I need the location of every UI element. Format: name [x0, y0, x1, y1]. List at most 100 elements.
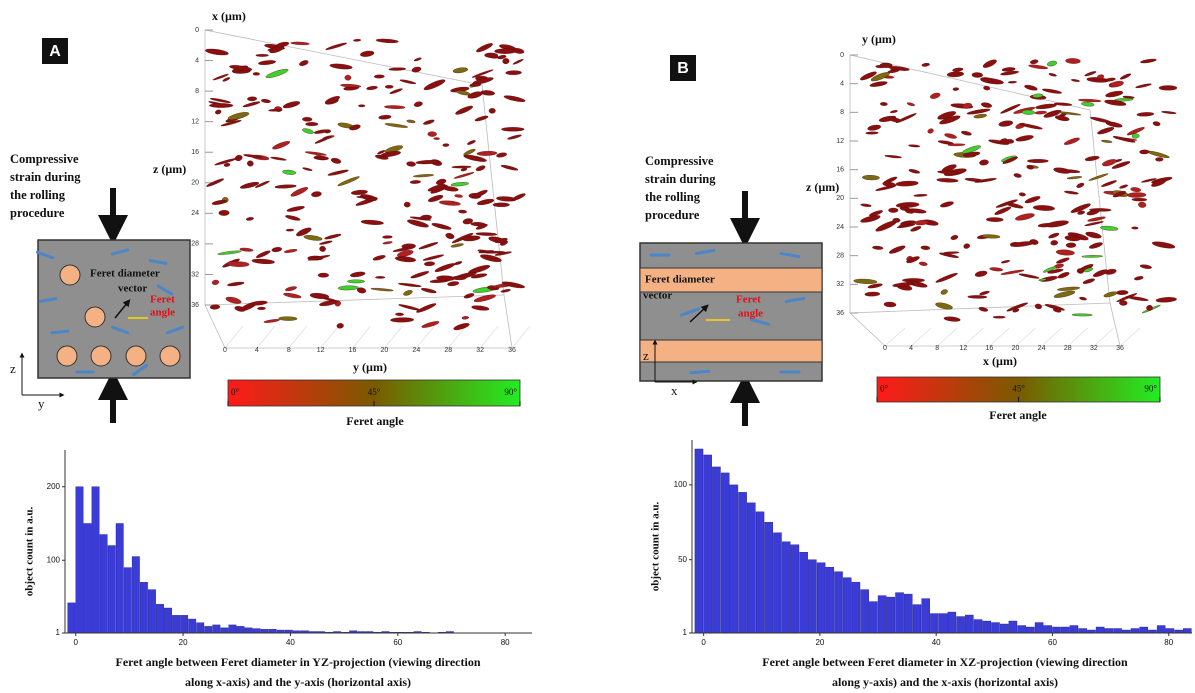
particle-3d [337, 176, 360, 187]
view-grid [288, 325, 308, 349]
particle-3d [469, 83, 482, 87]
particle-3d [943, 316, 961, 322]
view-grid [479, 325, 499, 349]
bar [131, 556, 140, 634]
particle-3d [986, 217, 1004, 222]
particle-3d [218, 210, 230, 216]
particle [694, 248, 716, 256]
particle-3d [944, 133, 957, 139]
diameter-label: vector [643, 290, 672, 302]
bar [1060, 626, 1070, 634]
particle-3d [427, 195, 444, 202]
particle-3d [988, 139, 1010, 145]
view-grid [884, 327, 906, 347]
particle-3d [895, 180, 919, 187]
particle-3d [867, 124, 881, 131]
particle-3d [927, 128, 934, 134]
particle-3d [375, 38, 399, 44]
particle-3d [1087, 216, 1106, 222]
angle-label: Feret [150, 294, 175, 306]
particle-3d [1097, 127, 1115, 135]
bar [115, 523, 124, 634]
particle-3d [1042, 88, 1062, 94]
view-grid [447, 325, 467, 349]
particle-3d [1138, 201, 1147, 208]
view-grid [384, 325, 403, 349]
bar [260, 629, 269, 634]
particle-3d [403, 290, 413, 296]
particle-3d [1126, 127, 1145, 136]
particle-3d [358, 104, 366, 108]
view-tick-label: 36 [191, 302, 199, 309]
bar [886, 596, 896, 634]
x-axis-label: Feret angle between Feret diameter in XZ… [762, 655, 1128, 669]
particle-3d [353, 39, 362, 42]
particle-3d [384, 105, 406, 109]
particle-3d [979, 159, 989, 166]
bar [1156, 625, 1166, 634]
axis-name: z [643, 348, 649, 363]
particle-3d [961, 130, 972, 136]
particle-3d [463, 293, 475, 299]
particle-3d [1161, 111, 1177, 114]
bar [1113, 628, 1122, 634]
particle-3d [350, 189, 368, 195]
bar [1069, 625, 1079, 634]
particle-3d [869, 210, 883, 217]
particle-3d [220, 119, 242, 127]
bar [999, 623, 1009, 634]
particle-3d [265, 68, 289, 79]
particle-3d [480, 254, 502, 262]
particle-3d [390, 317, 414, 323]
panel-label: A [49, 43, 61, 60]
particle-3d [1057, 286, 1081, 291]
particle-3d [862, 175, 880, 181]
view-axis-label: x (µm) [212, 9, 246, 23]
bar [67, 602, 76, 634]
particle-3d [252, 72, 260, 76]
particle-3d [895, 202, 920, 208]
bar [720, 472, 730, 634]
bar [808, 559, 817, 634]
view-grid [989, 327, 1010, 347]
bar [228, 624, 237, 634]
particle-3d [319, 246, 326, 252]
bar [991, 622, 1000, 634]
particle-3d [507, 134, 522, 140]
particle-3d [282, 169, 297, 175]
particle-3d [330, 157, 342, 164]
particle-3d [286, 206, 305, 212]
view-frame [1109, 302, 1121, 347]
panel-label: B [677, 60, 689, 77]
particle-3d [453, 323, 470, 331]
grain [84, 306, 106, 328]
view-tick-label: 8 [195, 88, 199, 95]
colorbar-tick-label: 0° [231, 387, 240, 397]
particle-3d [311, 191, 322, 198]
bar [860, 589, 869, 634]
particle-3d [888, 66, 910, 71]
particle-3d [1046, 60, 1058, 67]
particle-3d [1053, 102, 1073, 106]
bar [781, 541, 791, 634]
view-grid [910, 327, 932, 347]
particle-3d [1119, 300, 1128, 306]
particle-3d [879, 102, 888, 106]
view-tick-label: 12 [836, 138, 844, 145]
grain [56, 345, 78, 367]
view-tick-label: 0 [883, 345, 887, 352]
particle [680, 307, 700, 317]
particle [779, 251, 801, 259]
particle-3d [1089, 242, 1103, 249]
particle-3d [302, 167, 313, 171]
particle-3d [992, 315, 1006, 319]
view-tick-label: 24 [836, 224, 844, 231]
particle-3d [1053, 167, 1071, 174]
particle-3d [892, 217, 901, 223]
band [639, 339, 823, 363]
angle-label: angle [150, 307, 175, 319]
view-axis-label: y (µm) [353, 360, 387, 374]
view-tick-label: 36 [836, 310, 844, 317]
particle-3d [270, 156, 287, 161]
particle-3d [1101, 139, 1113, 143]
